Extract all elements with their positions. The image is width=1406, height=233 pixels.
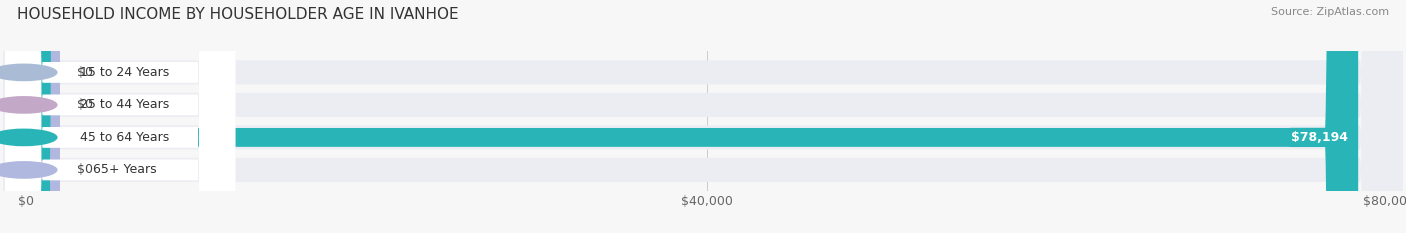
FancyBboxPatch shape	[6, 0, 235, 233]
FancyBboxPatch shape	[25, 0, 59, 233]
Text: $0: $0	[77, 66, 93, 79]
FancyBboxPatch shape	[25, 0, 1358, 233]
Text: 65+ Years: 65+ Years	[93, 163, 156, 176]
Ellipse shape	[0, 96, 58, 114]
Text: Source: ZipAtlas.com: Source: ZipAtlas.com	[1271, 7, 1389, 17]
FancyBboxPatch shape	[6, 0, 235, 233]
Ellipse shape	[0, 64, 58, 81]
Ellipse shape	[0, 129, 58, 146]
Text: $0: $0	[77, 98, 93, 111]
Text: 45 to 64 Years: 45 to 64 Years	[80, 131, 169, 144]
Text: HOUSEHOLD INCOME BY HOUSEHOLDER AGE IN IVANHOE: HOUSEHOLD INCOME BY HOUSEHOLDER AGE IN I…	[17, 7, 458, 22]
Text: 15 to 24 Years: 15 to 24 Years	[80, 66, 169, 79]
Text: 25 to 44 Years: 25 to 44 Years	[80, 98, 169, 111]
FancyBboxPatch shape	[25, 0, 59, 233]
Text: $78,194: $78,194	[1291, 131, 1348, 144]
FancyBboxPatch shape	[3, 0, 1403, 233]
FancyBboxPatch shape	[6, 0, 235, 233]
FancyBboxPatch shape	[25, 0, 59, 233]
FancyBboxPatch shape	[3, 0, 1403, 233]
FancyBboxPatch shape	[6, 0, 235, 233]
Text: $0: $0	[77, 163, 93, 176]
FancyBboxPatch shape	[3, 0, 1403, 233]
Ellipse shape	[0, 161, 58, 179]
FancyBboxPatch shape	[3, 0, 1403, 233]
